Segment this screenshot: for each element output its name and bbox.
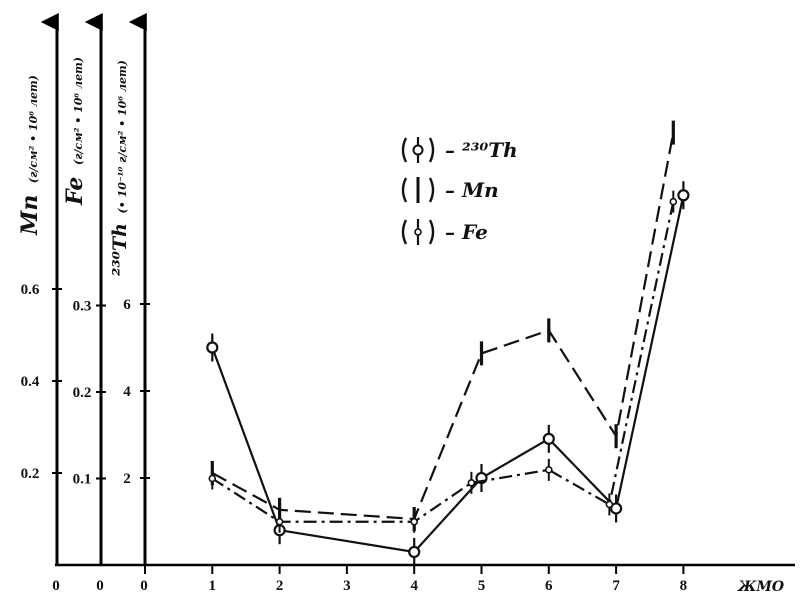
series-layer bbox=[206, 120, 690, 566]
y-tick-label: 0.3 bbox=[73, 299, 92, 315]
series-fe bbox=[208, 190, 678, 533]
legend-item-fe: – Fe bbox=[401, 219, 488, 245]
y-tick-label: 0.2 bbox=[21, 466, 40, 482]
x-tick-label: 4 bbox=[410, 578, 418, 594]
y-axis-fe: 0.1 0.2 0.3 0 Fe (г/см² • 10⁶ лет) bbox=[62, 13, 106, 594]
x-tick-label: 3 bbox=[343, 578, 351, 594]
y-axis-th-ticks: 2 4 6 bbox=[123, 297, 150, 487]
data-point-th bbox=[408, 537, 421, 566]
legend: – ²³⁰Th – Mn – Fe bbox=[401, 137, 518, 245]
x-axis-label: ЖМО bbox=[737, 579, 785, 595]
x-ticks: 1 2 3 4 5 6 7 8 bbox=[144, 565, 688, 594]
data-point-fe bbox=[410, 510, 419, 533]
y-axis-fe-zero: 0 bbox=[96, 578, 104, 594]
legend-th-symbol bbox=[401, 137, 435, 163]
x-tick-label: 8 bbox=[680, 578, 688, 594]
data-point-fe bbox=[275, 510, 284, 533]
data-point-fe bbox=[208, 467, 217, 490]
data-point-th bbox=[542, 424, 555, 453]
y-axis-fe-title: Fe (г/см² • 10⁶ лет) bbox=[62, 57, 88, 206]
x-tick-label: 6 bbox=[545, 578, 553, 594]
y-tick-label: 0.6 bbox=[21, 282, 40, 298]
y-tick-label: 0.2 bbox=[73, 385, 92, 401]
legend-label-fe: – Fe bbox=[445, 220, 488, 244]
y-axis-mn: 0.2 0.4 0.6 0 Mn (г/см² • 10⁶ лет) bbox=[17, 13, 62, 594]
y-tick-label: 0.4 bbox=[21, 374, 40, 390]
y-tick-label: 6 bbox=[123, 297, 131, 313]
data-point-fe bbox=[544, 458, 553, 481]
x-tick-label: 5 bbox=[478, 578, 486, 594]
y-axis-fe-ticks: 0.1 0.2 0.3 bbox=[73, 299, 106, 488]
y-axis-mn-zero: 0 bbox=[52, 578, 60, 594]
data-point-th bbox=[206, 333, 219, 362]
data-point-th bbox=[475, 464, 488, 492]
data-point-fe bbox=[669, 190, 678, 213]
series-line-fe bbox=[211, 201, 675, 523]
x-tick-label: 2 bbox=[276, 578, 284, 594]
y-axis-th-title: ²³⁰Th (• 10⁻¹⁰ г/см² • 10⁶ лет) bbox=[109, 60, 131, 276]
x-tick-label: 7 bbox=[612, 578, 620, 594]
legend-mn-symbol bbox=[401, 177, 435, 203]
x-axis: 1 2 3 4 5 6 7 8 ЖМО bbox=[55, 563, 795, 595]
legend-item-mn: – Mn bbox=[401, 177, 499, 203]
data-point-th bbox=[677, 181, 690, 210]
series-line-th bbox=[211, 195, 685, 554]
y-axis-mn-ticks: 0.2 0.4 0.6 bbox=[21, 282, 62, 482]
series-line-mn bbox=[211, 132, 675, 521]
data-point-th bbox=[609, 494, 623, 523]
legend-item-th: – ²³⁰Th bbox=[401, 137, 518, 163]
y-axis-mn-title: Mn (г/см² • 10⁶ лет) bbox=[17, 75, 43, 236]
legend-label-mn: – Mn bbox=[445, 178, 499, 202]
y-tick-label: 4 bbox=[123, 384, 131, 400]
y-tick-label: 2 bbox=[123, 471, 131, 487]
legend-fe-symbol bbox=[401, 219, 435, 245]
series-mn bbox=[210, 120, 675, 531]
y-axis-th: 2 4 6 0 ²³⁰Th (• 10⁻¹⁰ г/см² • 10⁶ лет) bbox=[109, 13, 150, 594]
legend-label-th: – ²³⁰Th bbox=[445, 138, 518, 162]
x-tick-label: 1 bbox=[209, 578, 217, 594]
data-point-fe bbox=[467, 471, 476, 494]
y-tick-label: 0.1 bbox=[73, 472, 92, 488]
data-point-fe bbox=[605, 493, 614, 516]
y-axis-th-zero: 0 bbox=[140, 578, 148, 594]
